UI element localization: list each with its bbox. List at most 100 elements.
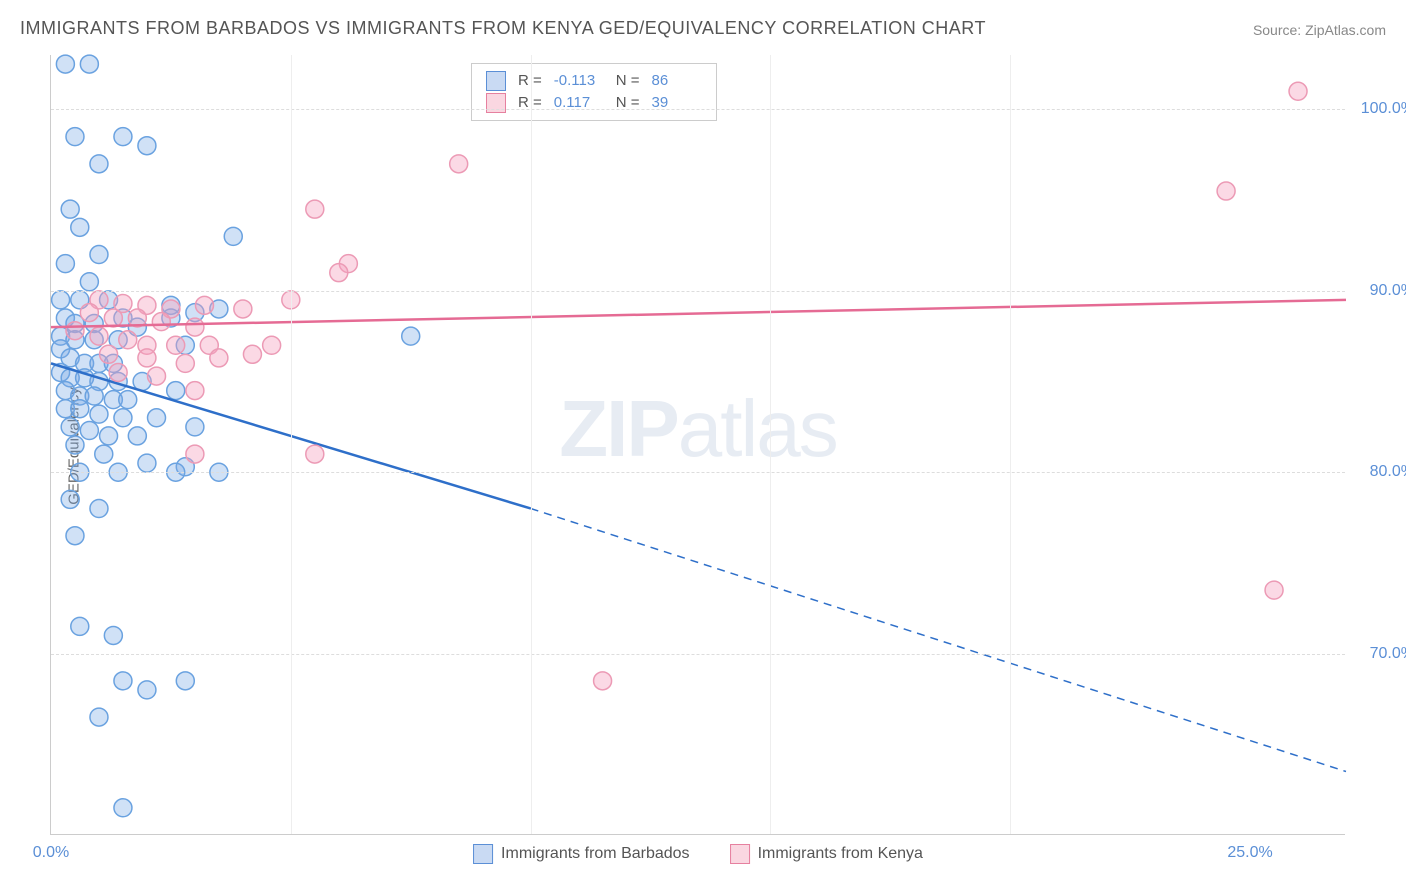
legend-bottom-item: Immigrants from Barbados (473, 844, 690, 864)
data-point (109, 363, 127, 381)
legend-series-label: Immigrants from Barbados (501, 845, 690, 863)
data-point (61, 490, 79, 508)
source-label: Source: ZipAtlas.com (1253, 22, 1386, 38)
y-tick-label: 80.0% (1355, 463, 1406, 481)
data-point (138, 454, 156, 472)
data-point (90, 499, 108, 517)
chart-title: IMMIGRANTS FROM BARBADOS VS IMMIGRANTS F… (20, 18, 986, 39)
data-point (128, 427, 146, 445)
data-point (1265, 581, 1283, 599)
n-label: N = (616, 70, 640, 92)
x-tick-label: 25.0% (1227, 844, 1272, 862)
data-point (100, 345, 118, 363)
data-point (148, 367, 166, 385)
data-point (402, 327, 420, 345)
data-point (66, 527, 84, 545)
data-point (100, 427, 118, 445)
data-point (224, 227, 242, 245)
legend-series-label: Immigrants from Kenya (758, 845, 923, 863)
data-point (80, 273, 98, 291)
grid-line-h (51, 654, 1345, 655)
data-point (176, 354, 194, 372)
data-point (61, 418, 79, 436)
data-point (167, 336, 185, 354)
trend-line-dashed (531, 508, 1346, 771)
data-point (263, 336, 281, 354)
grid-line-h (51, 472, 1345, 473)
data-point (119, 331, 137, 349)
legend-swatch-icon (486, 71, 506, 91)
plot-svg (51, 55, 1345, 834)
data-point (90, 327, 108, 345)
n-label: N = (616, 92, 640, 114)
data-point (114, 409, 132, 427)
data-point (138, 137, 156, 155)
y-tick-label: 90.0% (1355, 282, 1406, 300)
data-point (71, 617, 89, 635)
legend-top-row: R =-0.113N =86 (486, 70, 702, 92)
y-tick-label: 70.0% (1355, 645, 1406, 663)
data-point (210, 349, 228, 367)
data-point (80, 304, 98, 322)
data-point (234, 300, 252, 318)
legend-top-row: R =0.117N =39 (486, 92, 702, 114)
data-point (243, 345, 261, 363)
data-point (450, 155, 468, 173)
n-value: 39 (652, 92, 702, 114)
legend-swatch-icon (473, 844, 493, 864)
data-point (186, 382, 204, 400)
data-point (66, 128, 84, 146)
data-point (186, 318, 204, 336)
data-point (186, 445, 204, 463)
x-tick-label: 0.0% (33, 844, 69, 862)
data-point (138, 681, 156, 699)
data-point (52, 291, 70, 309)
data-point (66, 322, 84, 340)
grid-line-h (51, 291, 1345, 292)
data-point (176, 672, 194, 690)
legend-bottom-item: Immigrants from Kenya (730, 844, 923, 864)
data-point (195, 296, 213, 314)
data-point (306, 200, 324, 218)
data-point (186, 418, 204, 436)
grid-line-h (51, 109, 1345, 110)
n-value: 86 (652, 70, 702, 92)
r-value: 0.117 (554, 92, 604, 114)
data-point (114, 672, 132, 690)
data-point (90, 246, 108, 264)
data-point (152, 313, 170, 331)
data-point (114, 128, 132, 146)
data-point (66, 436, 84, 454)
data-point (138, 349, 156, 367)
data-point (306, 445, 324, 463)
plot-area: ZIPatlas R =-0.113N =86R =0.117N =39 Imm… (50, 55, 1345, 835)
data-point (594, 672, 612, 690)
data-point (71, 400, 89, 418)
legend-series: Immigrants from Barbados Immigrants from … (473, 844, 923, 864)
data-point (104, 309, 122, 327)
legend-correlation: R =-0.113N =86R =0.117N =39 (471, 63, 717, 121)
data-point (114, 799, 132, 817)
grid-line-v (531, 55, 532, 834)
grid-line-v (770, 55, 771, 834)
data-point (61, 200, 79, 218)
data-point (167, 382, 185, 400)
data-point (119, 391, 137, 409)
r-value: -0.113 (554, 70, 604, 92)
data-point (90, 405, 108, 423)
data-point (85, 387, 103, 405)
data-point (104, 626, 122, 644)
legend-swatch-icon (730, 844, 750, 864)
grid-line-v (291, 55, 292, 834)
data-point (80, 421, 98, 439)
data-point (56, 255, 74, 273)
data-point (148, 409, 166, 427)
data-point (56, 55, 74, 73)
y-tick-label: 100.0% (1355, 100, 1406, 118)
grid-line-v (1010, 55, 1011, 834)
data-point (90, 708, 108, 726)
data-point (90, 155, 108, 173)
data-point (330, 264, 348, 282)
data-point (95, 445, 113, 463)
data-point (1217, 182, 1235, 200)
